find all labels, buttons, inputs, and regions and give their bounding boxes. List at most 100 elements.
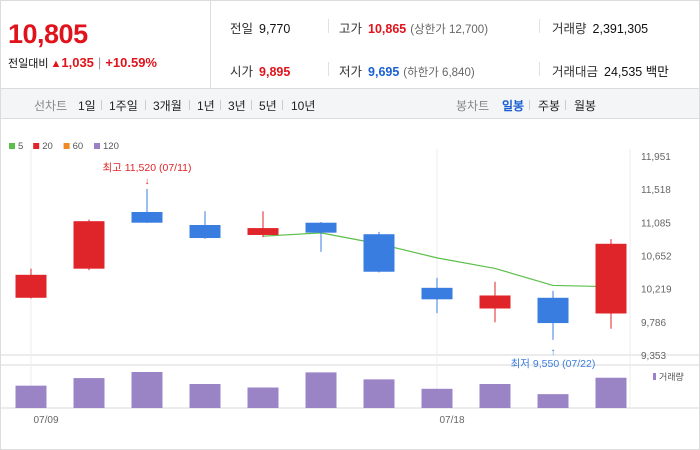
- volume-bar: [247, 387, 279, 408]
- toolbar-divider: [565, 100, 566, 110]
- candle-body: [363, 234, 395, 272]
- y-axis-ticks: 9,353 9,786 10,219 10,652 11,085 11,518 11,951: [641, 152, 672, 362]
- legend-label: 5: [18, 141, 23, 152]
- period-10y-button[interactable]: 10년: [291, 99, 316, 113]
- open-label: 시가: [230, 65, 254, 79]
- candle-body: [131, 211, 163, 223]
- volume-bar: [537, 394, 569, 408]
- lower-limit: (하한가 6,840): [403, 67, 475, 79]
- high-label: 고가: [339, 22, 363, 36]
- candle: [73, 219, 105, 271]
- legend-swatch: [63, 143, 70, 149]
- candle: [131, 189, 163, 223]
- candle: [247, 211, 279, 238]
- annotations: 최고 11,520 (07/11) ↓ ↑최저 9,550 (07/22): [103, 162, 596, 370]
- legend-swatch: [94, 143, 100, 149]
- candle: [421, 277, 453, 314]
- period-toolbar: 선차트 1일 1주일 3개월 1년 3년 5년 10년 봉차트 일봉 주봉 월봉: [0, 88, 700, 119]
- stat-divider: [328, 62, 329, 76]
- volume-bar: [479, 384, 511, 408]
- line-chart-label: 선차트: [34, 99, 68, 113]
- volume-bar: [131, 372, 163, 408]
- volume-bar: [595, 377, 627, 408]
- price-change: 전일대비 ▲1,035 | +10.59%: [8, 55, 157, 71]
- toolbar-divider: [220, 100, 221, 110]
- period-1w-button[interactable]: 1주일: [109, 99, 138, 113]
- volume-label: 거래량: [552, 22, 587, 36]
- x-axis-labels: 07/09 07/18: [33, 415, 464, 426]
- candle-body: [15, 274, 47, 298]
- x-tick-label: 07/09: [33, 415, 58, 426]
- y-tick-label: 10,652: [641, 252, 672, 263]
- high-annotation: 최고 11,520 (07/11): [103, 162, 192, 174]
- change-percent: +10.59%: [105, 55, 157, 70]
- period-1d-button[interactable]: 1일: [78, 99, 96, 113]
- stat-divider: [539, 19, 540, 33]
- candle-body: [73, 221, 105, 269]
- high-arrow-icon: ↓: [145, 176, 150, 187]
- volume-bar: [189, 384, 221, 408]
- candle-chart-label: 봉차트: [456, 99, 490, 113]
- legend-swatch: [9, 143, 15, 149]
- stock-chart-area: 5 20 60 120 9,353 9,786 10,219 10,652 11,085 11,…: [0, 119, 700, 450]
- low-label: 저가: [339, 65, 363, 79]
- low-arrow-icon: ↑: [551, 347, 556, 358]
- x-tick-label: 07/18: [439, 415, 464, 426]
- ma-legend: 5 20 60 120: [9, 141, 119, 152]
- toolbar-divider: [251, 100, 252, 110]
- y-tick-label: 9,786: [641, 318, 666, 329]
- volume-bar: [305, 372, 337, 408]
- y-tick-label: 11,951: [641, 152, 671, 163]
- toolbar-divider: [529, 100, 530, 110]
- candlestick-chart: 5 20 60 120 9,353 9,786 10,219 10,652 11,085 11,…: [1, 141, 699, 426]
- period-1y-button[interactable]: 1년: [197, 99, 215, 113]
- volume-legend-label: 거래량: [659, 371, 684, 382]
- volume-value: 2,391,305: [592, 22, 649, 36]
- volume-legend-swatch: [653, 373, 656, 380]
- candle: [15, 268, 47, 299]
- low-annotation: 최저 9,550 (07/22): [511, 358, 596, 370]
- high-value: 10,865: [368, 22, 407, 36]
- period-3y-button[interactable]: 3년: [228, 99, 246, 113]
- y-tick-label: 11,518: [641, 185, 671, 196]
- price-summary: 10,805 전일대비 ▲1,035 | +10.59% 전일 9,770 고가 10,8…: [0, 0, 700, 89]
- candle-weekly-button[interactable]: 주봉: [538, 99, 561, 113]
- low-value: 9,695: [368, 65, 400, 79]
- candle: [479, 281, 511, 323]
- open-value: 9,895: [259, 65, 291, 79]
- volume-bar: [73, 378, 105, 408]
- open-stat: 시가 9,895: [230, 61, 290, 80]
- candle-daily-button[interactable]: 일봉: [502, 99, 525, 113]
- trade-value-stat: 거래대금 24,535 백만: [552, 61, 669, 80]
- period-3m-button[interactable]: 3개월: [153, 99, 182, 113]
- legend-label: 20: [42, 141, 53, 152]
- volume-bar: [421, 388, 453, 408]
- stat-divider: [539, 62, 540, 76]
- toolbar-divider: [145, 100, 146, 110]
- prev-close-label: 전일: [230, 22, 254, 36]
- volume-stat: 거래량 2,391,305: [552, 18, 648, 37]
- current-price-box: 10,805 전일대비 ▲1,035 | +10.59%: [1, 1, 211, 89]
- candle-body: [595, 243, 627, 314]
- trade-value-unit: 백만: [645, 65, 669, 79]
- change-label: 전일대비: [8, 58, 49, 70]
- trade-value-label: 거래대금: [552, 65, 599, 79]
- candle-body: [189, 225, 221, 239]
- prev-close-value: 9,770: [259, 22, 291, 36]
- low-stat: 저가 9,695 (하한가 6,840): [339, 61, 475, 80]
- candle: [537, 290, 569, 340]
- candle-monthly-button[interactable]: 월봉: [574, 99, 597, 113]
- candle-body: [305, 222, 337, 233]
- toolbar-divider: [282, 100, 283, 110]
- candle-body: [537, 297, 569, 324]
- volume-bar: [15, 385, 47, 408]
- period-5y-button[interactable]: 5년: [259, 99, 277, 113]
- candle: [189, 211, 221, 239]
- legend-swatch: [33, 143, 40, 149]
- current-price: 10,805: [8, 19, 88, 49]
- upper-limit: (상한가 12,700): [410, 24, 489, 36]
- stat-divider: [328, 19, 329, 33]
- candle-body: [421, 287, 453, 300]
- y-tick-label: 11,085: [641, 218, 671, 229]
- change-amount: 1,035: [61, 55, 94, 70]
